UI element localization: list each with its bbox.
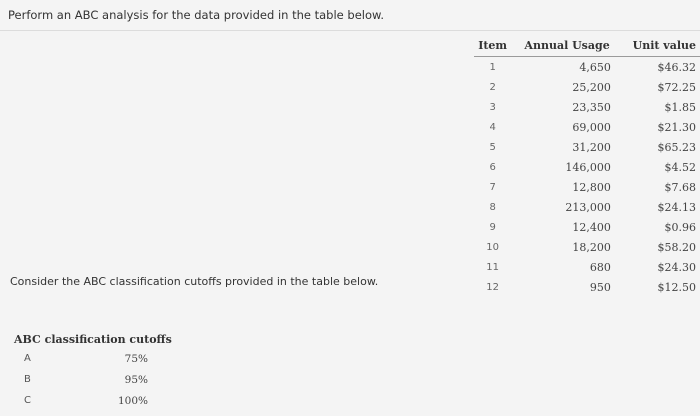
- item-cell: 7: [489, 181, 496, 193]
- unit-value-cell: $72.25: [657, 80, 697, 94]
- cutoff-row: B 95%: [14, 374, 172, 395]
- unit-value-cell: $58.20: [657, 240, 697, 254]
- table-row: 10 18,200 $58.20: [474, 237, 700, 257]
- unit-value-cell: $12.50: [657, 280, 697, 294]
- item-cell: 10: [486, 241, 500, 253]
- table-row: 6 146,000 $4.52: [474, 157, 700, 177]
- cutoffs-table: ABC classification cutoffs A 75% B 95% C 100%: [14, 333, 172, 416]
- consider-text: Consider the ABC classification cutoffs …: [10, 275, 379, 288]
- annual-usage-cell: 950: [589, 280, 611, 294]
- unit-value-cell: $46.32: [657, 60, 697, 74]
- unit-value-cell: $1.85: [664, 100, 697, 114]
- annual-usage-cell: 680: [589, 260, 611, 274]
- annual-usage-cell: 146,000: [565, 160, 611, 174]
- annual-usage-cell: 4,650: [579, 60, 611, 74]
- cutoffs-title: ABC classification cutoffs: [14, 333, 172, 346]
- unit-value-cell: $65.23: [657, 140, 697, 154]
- annual-usage-cell: 25,200: [572, 80, 611, 94]
- unit-value-cell: $24.30: [657, 260, 697, 274]
- item-cell: 2: [489, 81, 496, 93]
- table-row: 3 23,350 $1.85: [474, 97, 700, 117]
- table-row: 5 31,200 $65.23: [474, 137, 700, 157]
- item-cell: 3: [489, 101, 496, 113]
- item-cell: 12: [486, 281, 500, 293]
- items-table-body: 1 4,650 $46.32 2 25,200 $72.25 3 23,350 $1.85 4 69…: [474, 57, 700, 298]
- table-row: 7 12,800 $7.68: [474, 177, 700, 197]
- table-row: 8 213,000 $24.13: [474, 197, 700, 217]
- unit-value-cell: $7.68: [664, 180, 697, 194]
- cutoff-percent: 75%: [124, 353, 148, 365]
- item-cell: 5: [489, 141, 496, 153]
- unit-value-cell: $24.13: [657, 200, 697, 214]
- annual-usage-cell: 12,800: [572, 180, 611, 194]
- table-row: 9 12,400 $0.96: [474, 217, 700, 237]
- annual-usage-cell: 69,000: [572, 120, 611, 134]
- items-table: Item Annual Usage Unit value 1 4,650 $46.3…: [474, 34, 700, 297]
- cutoff-class: C: [24, 395, 31, 406]
- annual-usage-cell: 18,200: [572, 240, 611, 254]
- table-row: 1 4,650 $46.32: [474, 57, 700, 78]
- header-annual-usage: Annual Usage: [511, 34, 623, 57]
- item-cell: 4: [489, 121, 496, 133]
- header-item: Item: [474, 34, 512, 57]
- item-cell: 9: [489, 221, 496, 233]
- item-cell: 6: [489, 161, 496, 173]
- cutoff-class: A: [24, 353, 31, 364]
- cutoff-percent: 100%: [117, 395, 148, 407]
- annual-usage-cell: 12,400: [572, 220, 611, 234]
- divider: [0, 30, 700, 31]
- table-row: 2 25,200 $72.25: [474, 77, 700, 97]
- table-row: 4 69,000 $21.30: [474, 117, 700, 137]
- item-cell: 1: [489, 61, 496, 73]
- annual-usage-cell: 23,350: [572, 100, 611, 114]
- header-unit-value: Unit value: [622, 34, 700, 57]
- table-row: 11 680 $24.30: [474, 257, 700, 277]
- unit-value-cell: $4.52: [664, 160, 697, 174]
- cutoff-percent: 95%: [124, 374, 148, 386]
- unit-value-cell: $21.30: [657, 120, 697, 134]
- table-row: 12 950 $12.50: [474, 277, 700, 297]
- annual-usage-cell: 31,200: [572, 140, 611, 154]
- unit-value-cell: $0.96: [664, 220, 697, 234]
- cutoff-row: A 75%: [14, 353, 172, 374]
- cutoff-class: B: [24, 374, 31, 385]
- annual-usage-cell: 213,000: [565, 200, 611, 214]
- instruction-text: Perform an ABC analysis for the data pro…: [8, 8, 385, 22]
- cutoff-row: C 100%: [14, 395, 172, 416]
- item-cell: 11: [486, 261, 500, 273]
- cutoffs-body: A 75% B 95% C 100%: [14, 353, 172, 416]
- items-table-header-row: Item Annual Usage Unit value: [474, 34, 700, 57]
- item-cell: 8: [489, 201, 496, 213]
